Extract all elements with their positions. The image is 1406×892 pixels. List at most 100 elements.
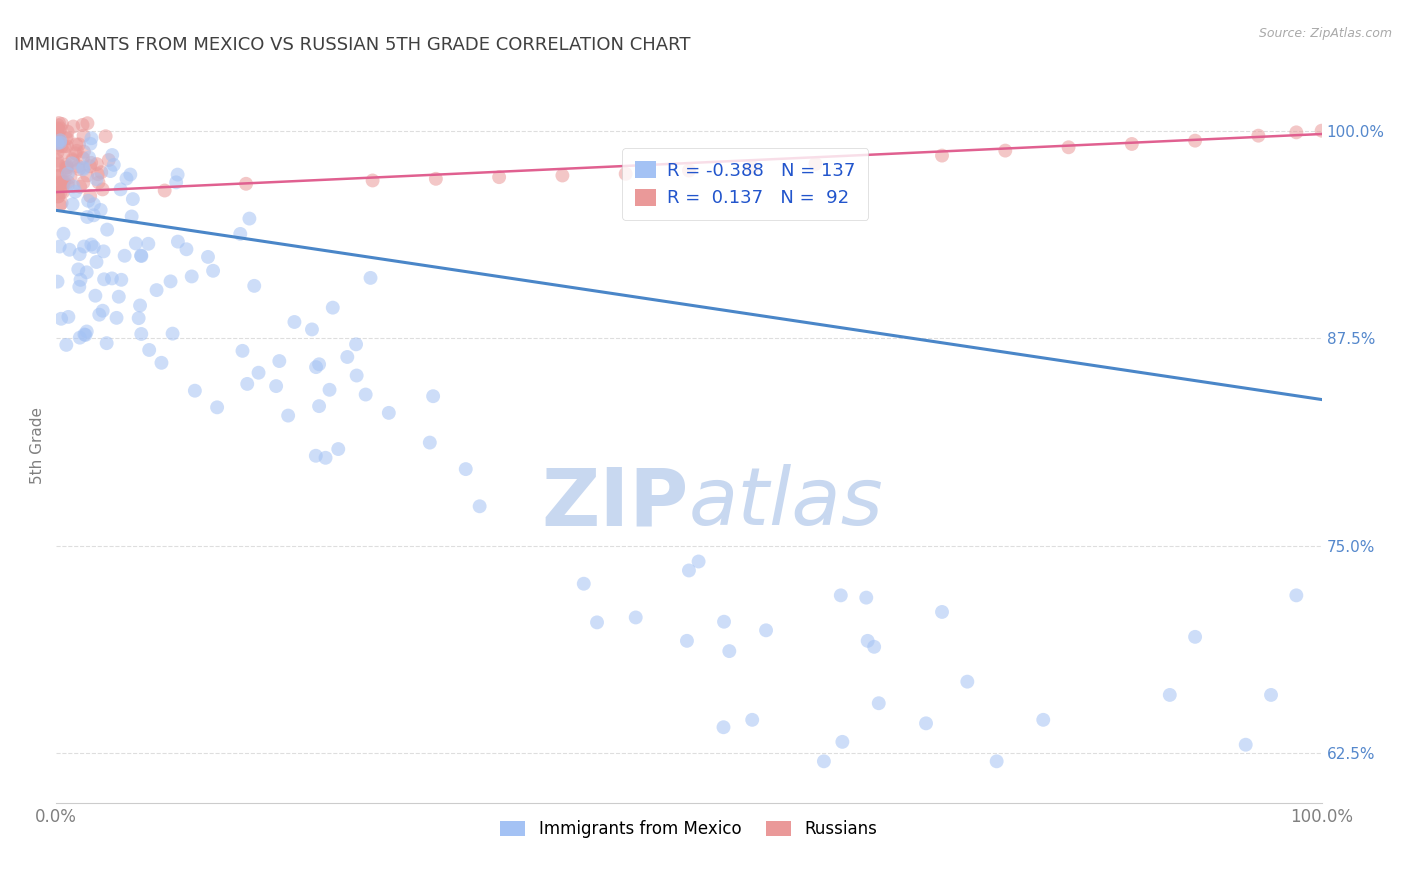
Point xyxy=(93,244,115,259)
Point xyxy=(90,202,112,217)
Point xyxy=(62,120,84,134)
Point xyxy=(62,179,84,194)
Point xyxy=(66,144,89,158)
Point xyxy=(283,315,305,329)
Point xyxy=(110,273,132,287)
Point xyxy=(79,159,101,173)
Text: Source: ZipAtlas.com: Source: ZipAtlas.com xyxy=(1258,27,1392,40)
Point xyxy=(101,271,124,285)
Point xyxy=(46,153,69,168)
Point xyxy=(868,696,890,710)
Point xyxy=(166,168,188,182)
Point xyxy=(48,189,70,203)
Point xyxy=(138,343,160,357)
Point xyxy=(87,176,110,190)
Point xyxy=(121,210,143,224)
Point xyxy=(308,357,330,371)
Point xyxy=(1285,588,1308,602)
Point xyxy=(231,343,253,358)
Point xyxy=(1159,688,1181,702)
Point xyxy=(48,136,70,151)
Point xyxy=(83,240,105,254)
Point xyxy=(855,591,877,605)
Point xyxy=(90,165,112,179)
Point xyxy=(62,197,84,211)
Point xyxy=(120,168,142,182)
Point xyxy=(91,182,114,196)
Point xyxy=(83,208,105,222)
Point xyxy=(67,137,90,152)
Point xyxy=(73,145,96,159)
Point xyxy=(676,633,699,648)
Point xyxy=(49,121,72,136)
Point xyxy=(167,235,190,249)
Point xyxy=(301,322,323,336)
Point xyxy=(1057,140,1080,154)
Point xyxy=(46,157,69,171)
Point xyxy=(238,211,260,226)
Point xyxy=(586,615,609,630)
Point xyxy=(46,158,69,172)
Point xyxy=(86,172,108,186)
Point xyxy=(624,610,647,624)
Point xyxy=(994,144,1017,158)
Point xyxy=(72,161,94,175)
Point xyxy=(46,127,69,141)
Point xyxy=(1032,713,1054,727)
Point xyxy=(56,167,79,181)
Point xyxy=(56,125,79,139)
Point xyxy=(360,271,382,285)
Point xyxy=(205,401,228,415)
Point xyxy=(49,136,72,150)
Point xyxy=(72,162,94,177)
Point xyxy=(269,354,291,368)
Point xyxy=(1247,128,1270,143)
Point xyxy=(131,249,153,263)
Text: ZIP: ZIP xyxy=(541,464,689,542)
Point xyxy=(87,167,110,181)
Point xyxy=(77,194,100,208)
Point xyxy=(62,153,84,168)
Point xyxy=(1234,738,1257,752)
Point xyxy=(69,179,91,194)
Point xyxy=(65,137,87,152)
Point xyxy=(75,328,97,343)
Point xyxy=(77,151,100,165)
Point xyxy=(150,356,173,370)
Point xyxy=(58,310,80,324)
Point xyxy=(76,325,98,339)
Point xyxy=(243,278,266,293)
Point xyxy=(48,132,70,146)
Point xyxy=(1260,688,1282,702)
Point xyxy=(46,169,69,184)
Point xyxy=(79,189,101,203)
Point xyxy=(956,674,979,689)
Point xyxy=(76,265,98,279)
Point xyxy=(80,237,103,252)
Point xyxy=(46,176,69,190)
Point xyxy=(264,379,287,393)
Point xyxy=(52,227,75,241)
Point xyxy=(986,754,1008,768)
Point xyxy=(336,350,359,364)
Point xyxy=(84,289,107,303)
Point xyxy=(315,450,337,465)
Point xyxy=(49,169,72,184)
Point xyxy=(96,336,118,351)
Point xyxy=(1285,125,1308,139)
Point xyxy=(162,326,184,341)
Point xyxy=(915,716,938,731)
Point xyxy=(804,157,827,171)
Point xyxy=(49,186,72,200)
Point xyxy=(361,173,384,187)
Point xyxy=(73,327,96,342)
Point xyxy=(1310,124,1333,138)
Point xyxy=(76,210,98,224)
Point xyxy=(153,184,176,198)
Point xyxy=(678,564,700,578)
Point xyxy=(56,178,79,193)
Point xyxy=(931,605,953,619)
Point xyxy=(69,247,91,261)
Point xyxy=(56,175,79,189)
Point xyxy=(128,311,150,326)
